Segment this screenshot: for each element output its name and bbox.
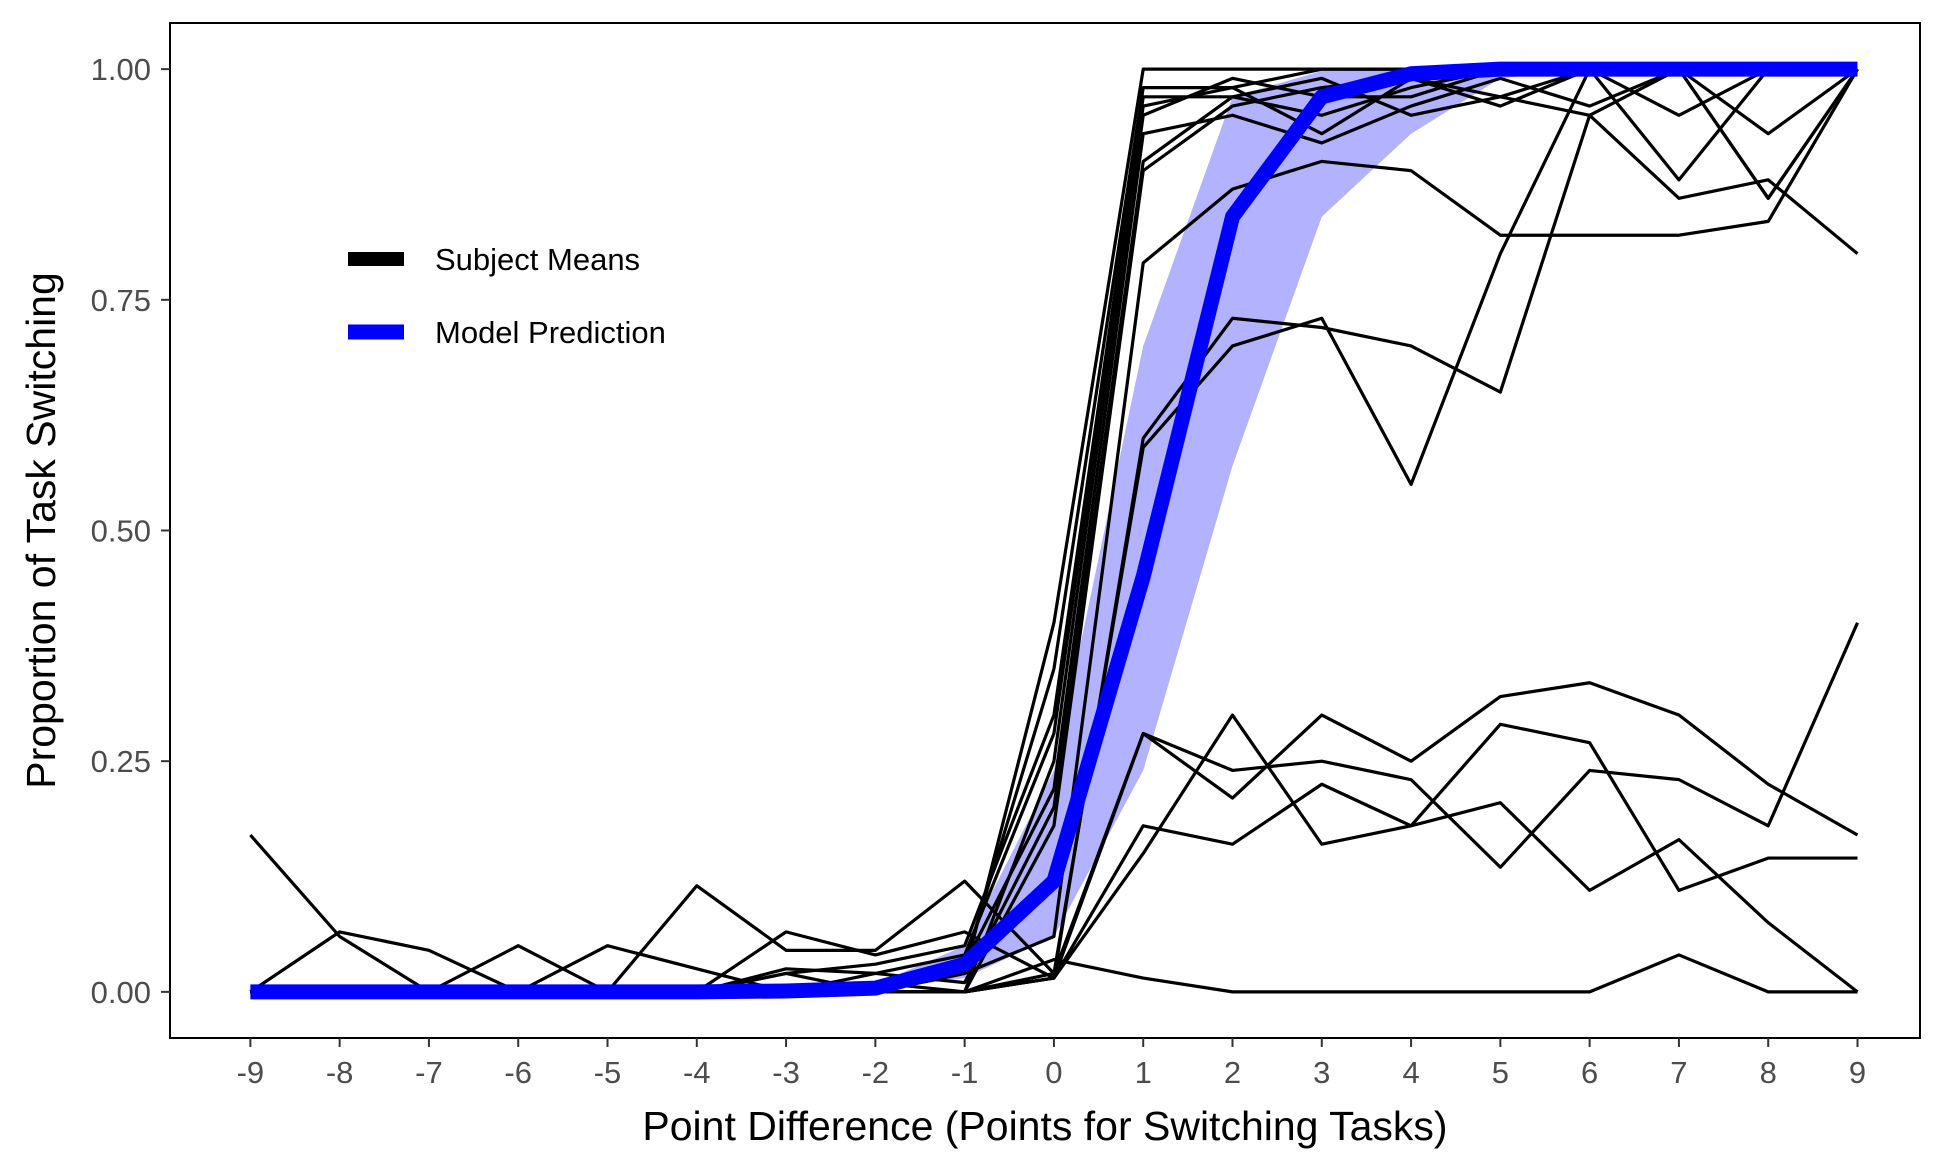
x-tick-label: -4 <box>683 1055 711 1090</box>
x-tick-label: 5 <box>1492 1055 1509 1090</box>
y-tick-label: 0.50 <box>91 514 151 549</box>
y-tick-label: 0.00 <box>91 975 151 1010</box>
model-confidence-band <box>250 69 1858 992</box>
x-tick-label: 6 <box>1581 1055 1598 1090</box>
legend-label-model-prediction: Model Prediction <box>435 315 666 350</box>
x-tick-label: -6 <box>504 1055 532 1090</box>
x-tick-label: -3 <box>772 1055 800 1090</box>
legend: Subject Means Model Prediction <box>348 242 666 350</box>
y-tick-label: 0.75 <box>91 283 151 318</box>
x-tick-label: 4 <box>1402 1055 1419 1090</box>
x-tick-label: 9 <box>1849 1055 1866 1090</box>
y-axis-title: Proportion of Task Switching <box>18 272 64 789</box>
x-tick-label: 2 <box>1224 1055 1241 1090</box>
x-tick-label: -1 <box>951 1055 979 1090</box>
x-tick-label: 8 <box>1760 1055 1777 1090</box>
y-tick-label: 1.00 <box>91 52 151 87</box>
model-prediction-line <box>250 61 1858 1000</box>
confidence-band-layer <box>250 69 1858 992</box>
x-tick-label: -2 <box>862 1055 890 1090</box>
x-axis-title: Point Difference (Points for Switching T… <box>642 1103 1447 1149</box>
x-tick-label: 1 <box>1135 1055 1152 1090</box>
x-tick-label: 7 <box>1670 1055 1687 1090</box>
y-tick-label: 0.25 <box>91 744 151 779</box>
axes-layer: -9 -8 -7 -6 -5 -4 -3 -2 -1 0 1 2 3 4 5 6 7 8 9 0.00 0.25 0.50… <box>91 52 1866 1090</box>
x-tick-label: -5 <box>594 1055 622 1090</box>
x-tick-label: -9 <box>237 1055 265 1090</box>
model-line-layer <box>250 61 1858 1000</box>
x-tick-label: 0 <box>1045 1055 1062 1090</box>
x-tick-label: -7 <box>415 1055 443 1090</box>
x-tick-label: -8 <box>326 1055 354 1090</box>
x-tick-label: 3 <box>1313 1055 1330 1090</box>
legend-label-subject-means: Subject Means <box>435 242 640 277</box>
